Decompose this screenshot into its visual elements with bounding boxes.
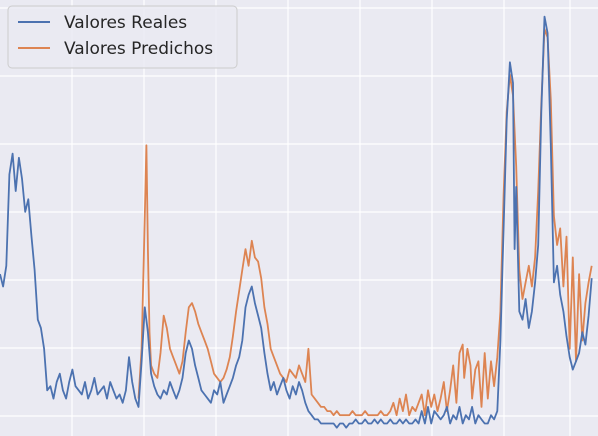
legend-box <box>7 5 238 69</box>
legend-label-reales: Valores Reales <box>64 13 187 33</box>
legend: Valores Reales Valores Predichos <box>7 5 238 69</box>
legend-label-predichos: Valores Predichos <box>64 39 213 59</box>
series-line-valores-predichos <box>137 28 593 417</box>
series-lines <box>0 15 593 429</box>
series-line-valores-reales <box>0 15 593 429</box>
